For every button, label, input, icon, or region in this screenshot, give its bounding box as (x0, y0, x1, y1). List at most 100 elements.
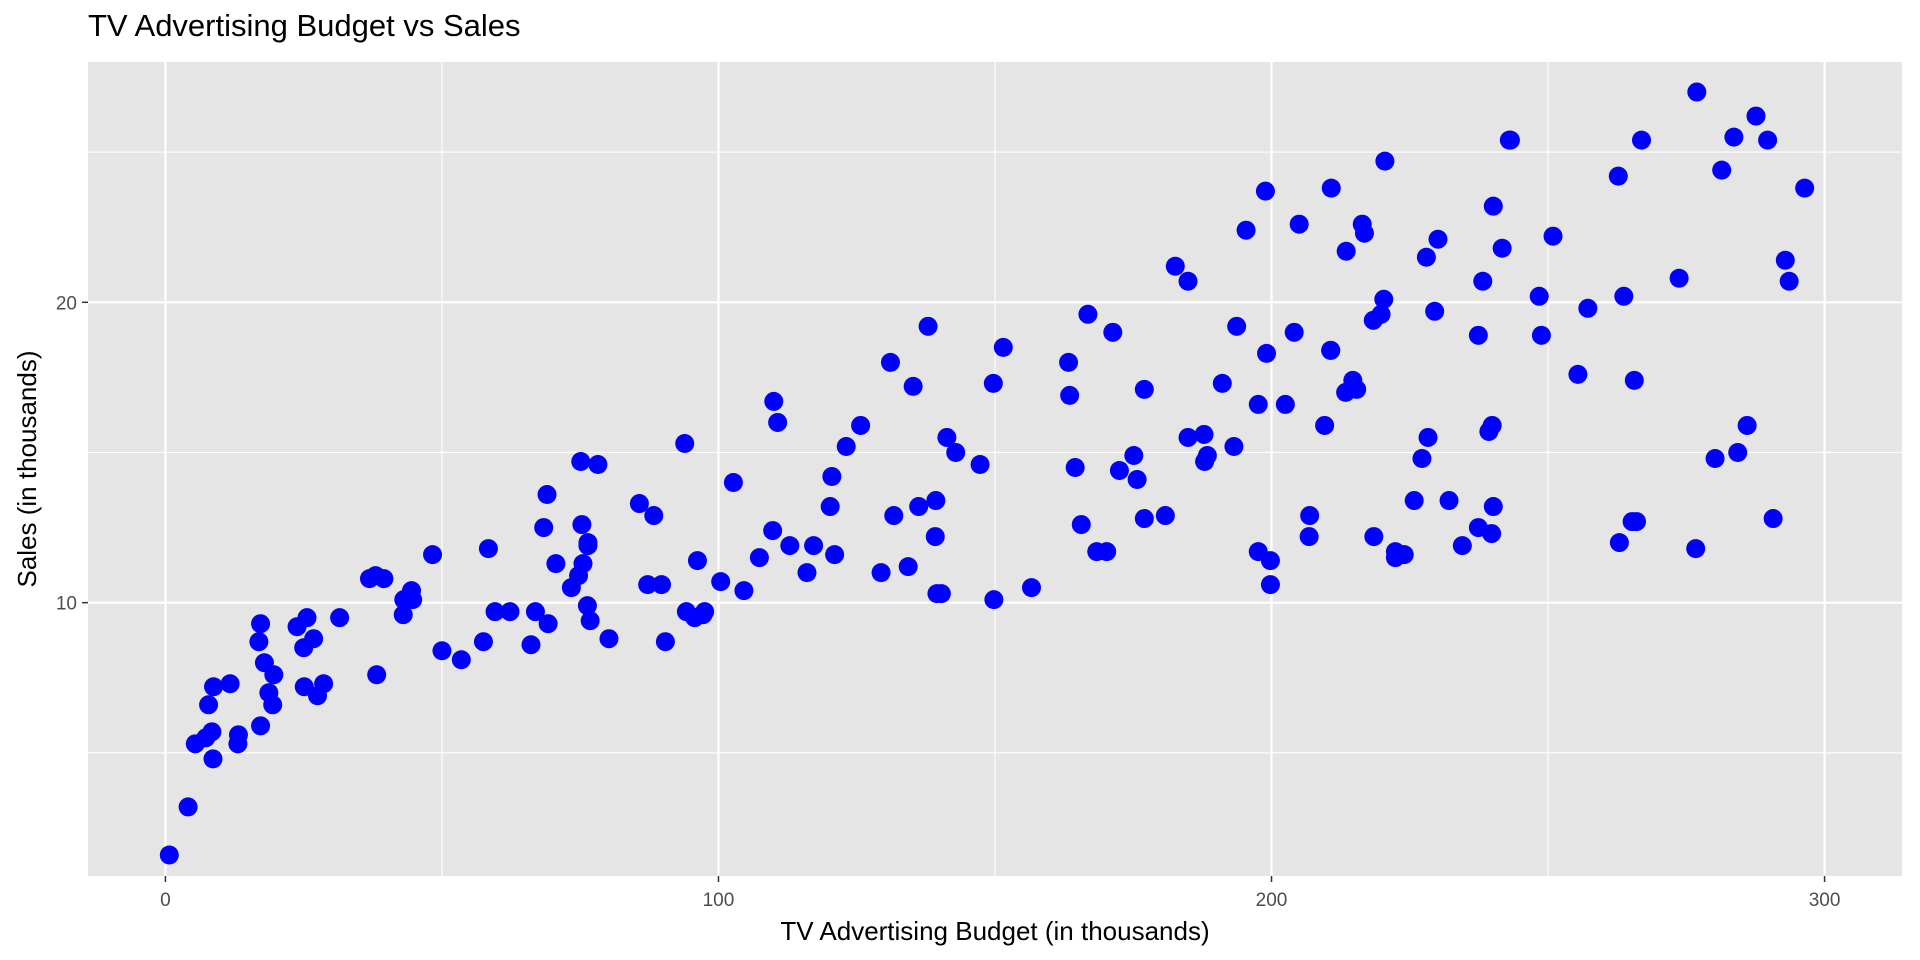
data-point (937, 427, 957, 447)
data-point (898, 557, 918, 577)
data-point (1705, 448, 1725, 468)
data-point (580, 611, 600, 631)
data-point (1452, 536, 1472, 556)
data-point (537, 485, 557, 505)
data-point (1394, 545, 1414, 565)
data-point (884, 506, 904, 526)
data-point (251, 614, 271, 634)
data-point (1134, 509, 1154, 529)
data-point (918, 316, 938, 336)
data-point (1321, 340, 1341, 360)
data-point (1404, 491, 1424, 511)
x-tick-label: 200 (1256, 890, 1288, 911)
data-point (294, 677, 314, 697)
data-point (629, 494, 649, 514)
minor-gridlines (88, 62, 1902, 876)
data-point (880, 352, 900, 372)
y-tick-label: 10 (56, 594, 77, 615)
data-point (1746, 106, 1766, 126)
data-point (1212, 373, 1232, 393)
data-point (1178, 427, 1198, 447)
data-point (1097, 542, 1117, 562)
data-point (534, 518, 554, 538)
data-point (723, 473, 743, 493)
data-point (1103, 322, 1123, 342)
data-point (546, 554, 566, 574)
data-point (500, 602, 520, 622)
data-point (1260, 575, 1280, 595)
data-point (573, 554, 593, 574)
data-point (749, 548, 769, 568)
data-point (1300, 506, 1320, 526)
data-point (1531, 325, 1551, 345)
data-point (1609, 533, 1629, 553)
data-point (903, 376, 923, 396)
data-point (909, 497, 929, 517)
data-point (1127, 470, 1147, 490)
data-point (423, 545, 443, 565)
axis-ticks: 0 100 200 300 10 20 (56, 293, 1841, 911)
data-point (638, 575, 658, 595)
data-point (1543, 226, 1563, 246)
data-point (1724, 127, 1744, 147)
data-point (577, 596, 597, 616)
data-point (925, 527, 945, 547)
data-point (473, 632, 493, 652)
data-point (538, 614, 558, 634)
x-tick-label: 300 (1809, 890, 1841, 911)
data-point (1669, 268, 1689, 288)
data-point (304, 629, 324, 649)
data-point (314, 674, 334, 694)
data-point (572, 515, 592, 535)
data-point (780, 536, 800, 556)
data-point (599, 629, 619, 649)
data-point (644, 506, 664, 526)
data-point (1468, 325, 1488, 345)
data-point (1624, 370, 1644, 390)
data-point (1165, 256, 1185, 276)
data-point (1775, 250, 1795, 270)
data-points (159, 82, 1815, 865)
data-point (1632, 130, 1652, 150)
data-point (297, 608, 317, 628)
data-point (926, 491, 946, 511)
data-point (825, 545, 845, 565)
data-point (734, 581, 754, 601)
data-point (1483, 497, 1503, 517)
data-point (1712, 160, 1732, 180)
data-point (1568, 364, 1588, 384)
data-point (1492, 238, 1512, 258)
y-axis-title: Sales (in thousands) (12, 350, 42, 587)
data-point (202, 722, 222, 742)
data-point (695, 602, 715, 622)
chart-title: TV Advertising Budget vs Sales (88, 8, 521, 43)
data-point (1482, 415, 1502, 435)
data-point (1758, 130, 1778, 150)
data-point (1779, 271, 1799, 291)
data-point (1315, 415, 1335, 435)
data-point (1071, 515, 1091, 535)
data-point (836, 436, 856, 456)
data-point (1197, 445, 1217, 465)
data-point (1482, 524, 1502, 544)
data-point (970, 454, 990, 474)
data-point (1578, 298, 1598, 318)
data-point (822, 467, 842, 487)
data-point (1078, 304, 1098, 324)
data-point (1275, 394, 1295, 414)
data-point (1284, 322, 1304, 342)
data-point (851, 415, 871, 435)
data-point (203, 749, 223, 769)
data-point (1483, 196, 1503, 216)
data-point (1375, 151, 1395, 171)
data-point (578, 533, 598, 553)
data-point (931, 584, 951, 604)
data-point (249, 632, 269, 652)
data-point (1686, 539, 1706, 559)
data-point (1022, 578, 1042, 598)
data-point (1065, 457, 1085, 477)
data-point (1608, 166, 1628, 186)
data-point (820, 497, 840, 517)
data-point (652, 575, 672, 595)
